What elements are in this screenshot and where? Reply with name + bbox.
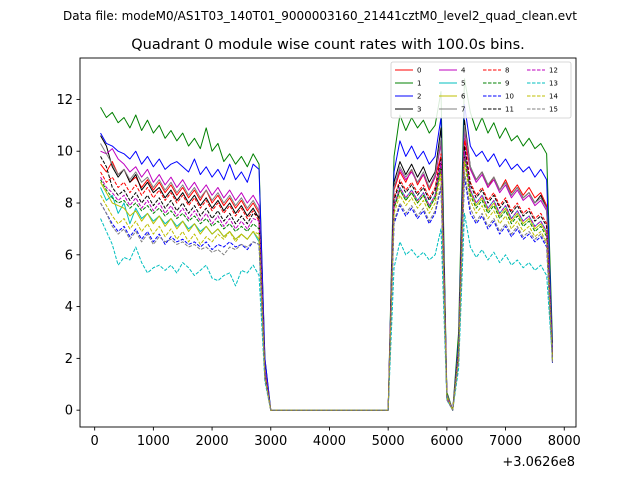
y-tick-label: 0: [65, 404, 73, 419]
x-tick-label: 8000: [548, 434, 581, 449]
x-tick-label: 7000: [489, 434, 522, 449]
legend-label-8: 8: [505, 67, 509, 75]
legend-label-14: 14: [549, 93, 558, 101]
legend-label-10: 10: [505, 93, 514, 101]
legend-frame: [390, 61, 572, 119]
y-tick-label: 6: [65, 248, 73, 263]
x-tick-label: 5000: [372, 434, 405, 449]
x-tick-label: 2000: [196, 434, 229, 449]
legend-label-2: 2: [417, 93, 421, 101]
series-line-15: [100, 171, 554, 411]
legend-label-11: 11: [505, 106, 514, 114]
series-line-8: [100, 140, 554, 411]
x-offset-label: +3.0626e8: [502, 455, 575, 470]
y-tick-label: 12: [56, 93, 73, 108]
y-tick-label: 10: [56, 145, 73, 160]
series-line-10: [100, 176, 554, 411]
series-layer: [100, 78, 554, 411]
legend-label-9: 9: [505, 80, 509, 88]
legend-label-13: 13: [549, 80, 558, 88]
figure-suptitle: Data file: modeM0/AS1T03_140T01_90000031…: [63, 9, 577, 23]
axes-layer: 0 1000 2000 3000 4000 5000 6000 7000 80000246810…: [56, 57, 581, 449]
legend-label-4: 4: [461, 67, 466, 75]
y-tick-label: 4: [65, 300, 73, 315]
legend-label-1: 1: [417, 80, 421, 88]
legend-label-5: 5: [461, 80, 465, 88]
x-tick-label: 4000: [313, 434, 346, 449]
y-tick-label: 8: [65, 197, 73, 212]
chart-title: Quadrant 0 module wise count rates with …: [131, 37, 525, 53]
x-tick-label: 0: [91, 434, 99, 449]
legend-label-6: 6: [461, 93, 466, 101]
legend-label-0: 0: [417, 67, 421, 75]
legend-label-12: 12: [549, 67, 558, 75]
x-tick-label: 6000: [430, 434, 463, 449]
y-tick-label: 2: [65, 352, 73, 367]
legend-label-15: 15: [549, 106, 558, 114]
x-tick-label: 3000: [254, 434, 287, 449]
legend-label-7: 7: [461, 106, 465, 114]
series-line-13: [100, 212, 554, 411]
plot-frame: [79, 57, 577, 428]
series-line-9: [100, 155, 554, 411]
legend-label-3: 3: [417, 106, 421, 114]
x-tick-label: 1000: [137, 434, 170, 449]
series-line-14: [100, 161, 554, 411]
